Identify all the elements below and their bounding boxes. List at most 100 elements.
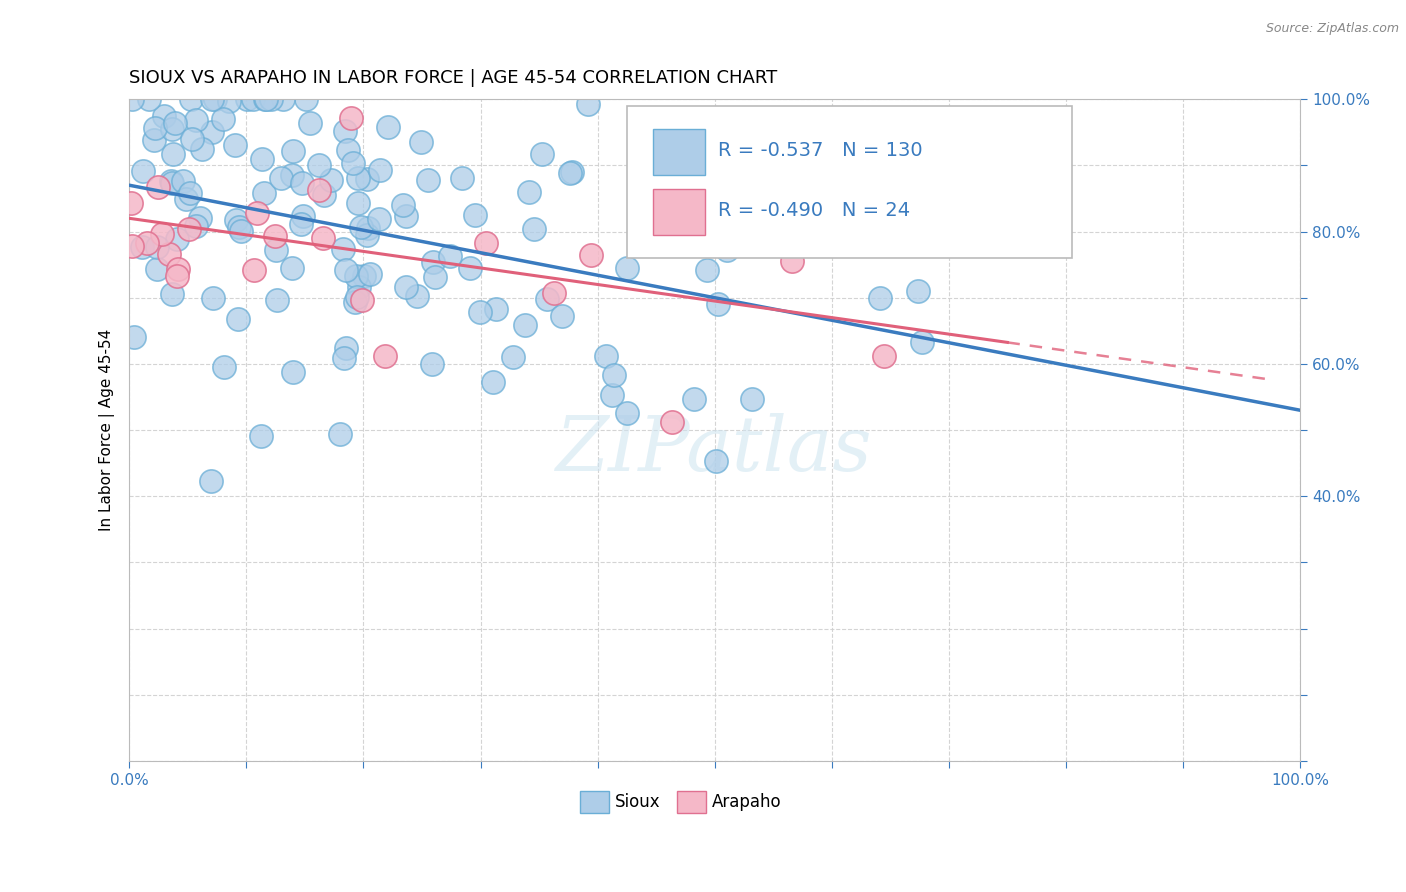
Point (581, 248, 603, 262)
Text: Arapaho: Arapaho (713, 793, 782, 811)
Point (332, 351, 354, 365)
Point (907, 285, 929, 299)
Point (696, 263, 718, 277)
Text: SIOUX VS ARAPAHO IN LABOR FORCE | AGE 45-54 CORRELATION CHART: SIOUX VS ARAPAHO IN LABOR FORCE | AGE 45… (129, 69, 778, 87)
Point (121, 92, 143, 106)
Point (616, 406, 638, 420)
Point (166, 261, 188, 276)
Point (138, 92, 160, 106)
Point (561, 164, 583, 178)
Point (280, 168, 302, 182)
Point (299, 115, 322, 129)
Point (122, 329, 145, 343)
Point (235, 92, 257, 106)
Point (242, 92, 264, 106)
Point (869, 291, 891, 305)
Point (159, 174, 181, 188)
Point (160, 176, 183, 190)
Point (411, 136, 433, 150)
Point (423, 269, 446, 284)
Point (319, 173, 342, 187)
Point (356, 172, 378, 186)
Point (166, 232, 188, 246)
Text: R = -0.490   N = 24: R = -0.490 N = 24 (718, 201, 910, 219)
Point (162, 146, 184, 161)
Point (250, 152, 273, 166)
Point (644, 161, 666, 176)
Point (551, 310, 574, 324)
Point (200, 474, 222, 488)
Point (523, 221, 546, 235)
Point (640, 206, 662, 220)
Point (308, 183, 330, 197)
Point (225, 212, 247, 227)
Point (343, 295, 366, 310)
Point (308, 158, 330, 172)
Point (911, 335, 934, 350)
Text: R = -0.537   N = 130: R = -0.537 N = 130 (718, 141, 922, 161)
FancyBboxPatch shape (627, 106, 1071, 258)
FancyBboxPatch shape (652, 188, 706, 235)
Point (184, 219, 207, 233)
FancyBboxPatch shape (678, 791, 706, 813)
Point (517, 185, 540, 199)
Point (180, 92, 202, 106)
Point (145, 262, 167, 277)
Point (346, 290, 368, 304)
Point (166, 268, 188, 283)
Point (177, 222, 200, 236)
Point (683, 392, 706, 406)
Point (152, 109, 174, 123)
Point (422, 255, 444, 269)
Point (186, 113, 208, 128)
Point (135, 235, 157, 250)
Point (264, 244, 287, 258)
Point (560, 166, 582, 180)
Point (132, 164, 155, 178)
Point (160, 287, 183, 301)
Point (346, 196, 368, 211)
Point (704, 454, 727, 468)
Point (271, 92, 294, 106)
Point (357, 220, 380, 235)
Point (368, 163, 391, 178)
Point (377, 120, 399, 134)
Point (451, 171, 474, 186)
Point (253, 186, 276, 201)
Point (485, 301, 508, 316)
Point (873, 350, 896, 364)
Point (249, 429, 271, 443)
Point (332, 243, 354, 257)
Point (181, 132, 204, 146)
Point (121, 239, 143, 253)
Point (270, 171, 292, 186)
Point (406, 289, 429, 303)
Point (163, 116, 186, 130)
Point (335, 341, 357, 355)
Point (174, 193, 197, 207)
Point (475, 235, 498, 250)
Point (312, 231, 335, 245)
Point (260, 92, 283, 106)
Point (346, 171, 368, 186)
Point (418, 173, 440, 187)
Point (204, 92, 226, 106)
Text: Sioux: Sioux (616, 793, 661, 811)
Point (782, 253, 804, 268)
Point (291, 176, 314, 190)
Point (266, 293, 288, 307)
Point (616, 261, 638, 276)
Point (243, 263, 266, 277)
Point (530, 146, 553, 161)
FancyBboxPatch shape (652, 129, 706, 176)
Point (162, 122, 184, 136)
Point (188, 211, 211, 225)
Point (356, 227, 378, 242)
Point (295, 92, 318, 106)
Point (576, 97, 599, 112)
Point (314, 187, 336, 202)
Point (281, 261, 304, 276)
Point (420, 357, 443, 371)
Point (212, 360, 235, 375)
Point (337, 143, 360, 157)
